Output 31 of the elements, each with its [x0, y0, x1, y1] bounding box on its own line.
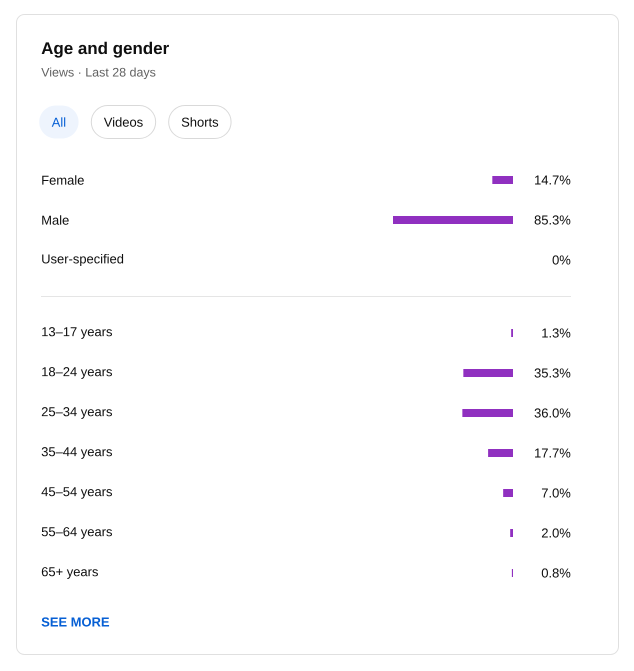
y-tick-label: 55–64 years: [42, 527, 112, 539]
data-label: 1.3%: [542, 328, 570, 338]
y-tick-label: 25–34 years: [42, 407, 112, 419]
data-label: 2.0%: [542, 528, 570, 538]
y-tick-label: 45–54 years: [41, 487, 112, 499]
y-tick-label: Female: [42, 175, 84, 185]
bar: [463, 369, 513, 378]
data-label: 17.7%: [535, 448, 570, 458]
y-tick-label: 18–24 years: [42, 367, 112, 379]
text: All: [52, 117, 66, 127]
bar: [510, 529, 513, 538]
text: Views · Last 28 days: [41, 67, 156, 80]
data-label: 0.8%: [542, 568, 570, 578]
data-label: 36.0%: [534, 408, 570, 418]
y-tick-label: 35–44 years: [42, 447, 112, 459]
bar: [462, 409, 513, 418]
data-label: 35.3%: [534, 368, 570, 378]
text: Age and gender: [42, 42, 169, 58]
data-label: 0%: [552, 255, 570, 265]
data-label: 85.3%: [534, 215, 570, 225]
text: Shorts: [182, 117, 218, 127]
data-label: 14.7%: [535, 175, 570, 185]
y-tick-label: User-specified: [42, 254, 124, 266]
text: SEE MORE: [42, 617, 110, 627]
y-tick-label: Male: [42, 215, 69, 225]
y-tick-label: 65+ years: [42, 567, 98, 579]
bar: [488, 449, 513, 458]
text: Videos: [104, 117, 143, 127]
data-label: 7.0%: [542, 488, 570, 498]
bar: [503, 489, 513, 498]
y-tick-label: 13–17 years: [42, 327, 112, 339]
